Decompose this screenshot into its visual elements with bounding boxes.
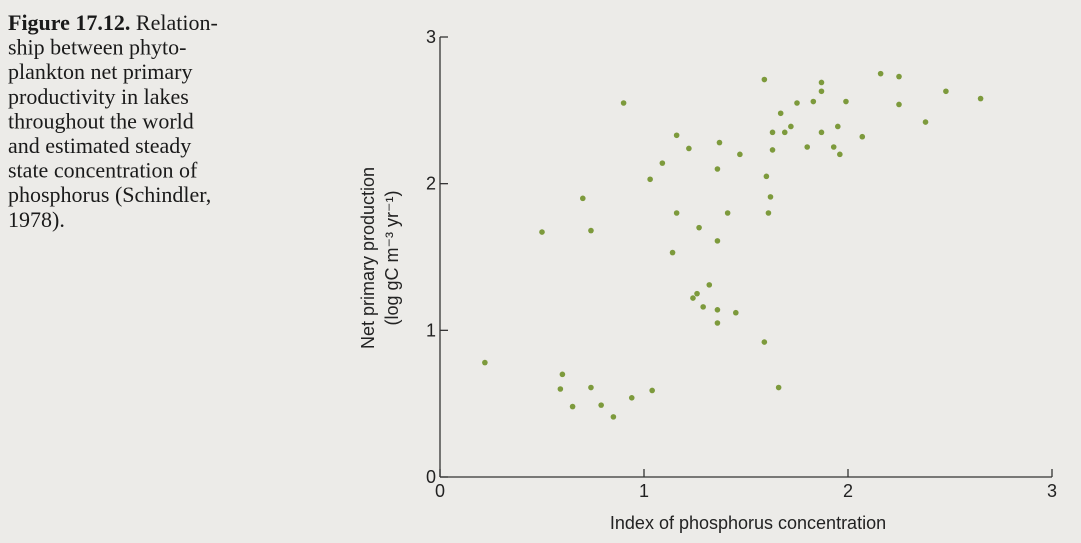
x-axis-title: Index of phosphorus concentration [610, 513, 886, 533]
point [588, 384, 594, 391]
point [761, 339, 768, 345]
point [777, 110, 784, 117]
point [557, 386, 564, 392]
caption-label: Figure 17.12. [8, 10, 130, 35]
point [877, 70, 884, 77]
point [765, 210, 772, 216]
x-tick-label: 1 [639, 481, 649, 501]
point [559, 371, 566, 378]
y-tick-label: 3 [426, 27, 436, 47]
point [673, 132, 680, 139]
point [716, 139, 723, 146]
point [694, 290, 700, 297]
point [649, 387, 655, 394]
caption-line: ship between phyto- [8, 35, 186, 60]
point [598, 402, 604, 408]
point [922, 119, 929, 125]
caption-line: productivity in lakes [8, 84, 189, 109]
point [804, 144, 810, 150]
point [628, 395, 635, 401]
caption-line: and estimated steady [8, 133, 191, 158]
point [788, 123, 794, 130]
caption-line: throughout the world [8, 108, 194, 133]
point [769, 147, 776, 153]
point [580, 195, 586, 202]
point [794, 100, 800, 106]
point [818, 129, 825, 136]
point [673, 210, 680, 216]
point [647, 176, 653, 183]
point [714, 307, 721, 313]
point [896, 101, 902, 108]
point [669, 249, 676, 256]
y-tick-label: 2 [426, 174, 436, 194]
point [859, 133, 866, 140]
point [896, 73, 902, 80]
x-tick-label: 0 [435, 481, 445, 501]
point [620, 100, 627, 106]
point [737, 151, 743, 158]
y-tick-label: 1 [426, 320, 436, 340]
point [943, 88, 949, 95]
point [818, 79, 825, 86]
x-tick-label: 2 [843, 481, 853, 501]
point [763, 173, 770, 180]
point [714, 238, 721, 244]
y-axis-title: (log gC m⁻³ yr⁻¹) [382, 191, 402, 326]
point [482, 359, 488, 366]
caption-line: plankton net primary [8, 59, 193, 84]
caption-line: 1978). [8, 207, 65, 232]
caption-line: phosphorus (Schindler, [8, 182, 211, 207]
point [767, 194, 774, 200]
point [977, 95, 984, 102]
caption-line: Relation- [136, 10, 218, 35]
point [690, 295, 696, 301]
point [830, 144, 837, 150]
point [714, 166, 721, 172]
point [733, 309, 739, 316]
point [837, 151, 843, 158]
point [588, 227, 594, 234]
x-tick-label: 3 [1047, 481, 1057, 501]
caption: Figure 17.12. Relation- [8, 10, 218, 35]
point [761, 76, 768, 83]
point [569, 403, 576, 410]
point [686, 145, 692, 152]
point [818, 88, 825, 95]
y-tick-label: 0 [426, 467, 436, 487]
point [835, 123, 841, 130]
point [781, 129, 788, 136]
point [714, 320, 721, 326]
point [696, 224, 702, 231]
point [610, 414, 617, 420]
point [843, 98, 849, 105]
point [700, 304, 706, 310]
point [775, 384, 782, 391]
y-axis-title: Net primary production [358, 167, 378, 349]
point [706, 282, 713, 288]
point [724, 210, 731, 216]
point [810, 98, 817, 105]
caption-line: state concentration of [8, 158, 198, 183]
point [659, 160, 666, 166]
point [769, 129, 776, 136]
point [539, 229, 545, 235]
